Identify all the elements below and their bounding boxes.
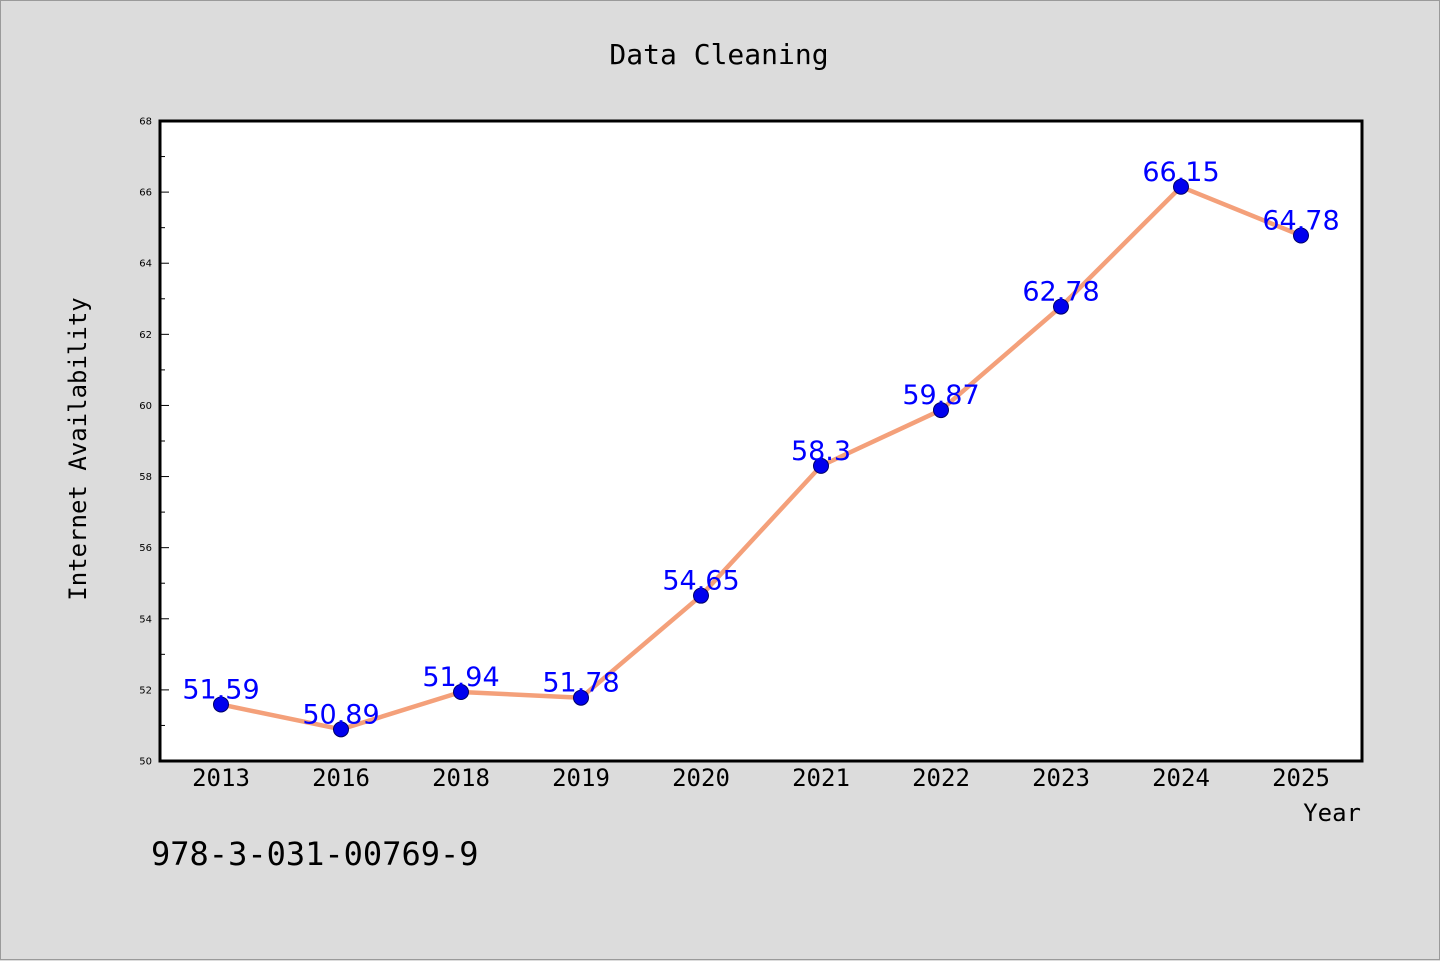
x-axis-label: Year (1303, 799, 1361, 827)
data-label: 58.3 (791, 436, 851, 467)
x-axis: 2013 2016 2018 2019 2020 2021 2022 2023 2024 2025 (192, 764, 1330, 792)
x-tick-label: 2023 (1032, 764, 1090, 792)
y-axis: 50 52 54 56 58 60 62 64 66 68 (139, 117, 169, 768)
series-layer: 51.59 50.89 51.94 51.78 54.65 58.3 59.87 62.78 6… (182, 157, 1340, 738)
y-tick-label: 62 (139, 330, 152, 341)
y-tick-label: 54 (139, 614, 152, 625)
data-point (1173, 178, 1189, 195)
data-point (933, 402, 949, 419)
data-label: 51.94 (422, 662, 499, 693)
series-line (218, 184, 1304, 732)
y-tick-label: 58 (139, 472, 152, 483)
y-tick-label: 68 (139, 117, 152, 128)
data-label: 62.78 (1022, 277, 1099, 308)
data-point (453, 684, 469, 701)
data-point (333, 721, 349, 738)
data-label: 66.15 (1142, 157, 1219, 188)
y-tick-label: 66 (139, 188, 152, 199)
plot-area (158, 119, 1364, 763)
data-label: 54.65 (662, 566, 739, 597)
footer-note: 978-3-031-00769-9 (151, 835, 479, 873)
data-point (573, 689, 589, 706)
x-tick-label: 2021 (792, 764, 850, 792)
chart-title: Data Cleaning (609, 38, 828, 71)
y-tick-label: 60 (139, 401, 152, 412)
y-axis-label: Internet Availability (64, 297, 92, 600)
data-point (813, 457, 829, 474)
data-label: 51.59 (182, 674, 259, 705)
y-tick-label: 56 (139, 543, 152, 554)
y-tick-label: 50 (139, 757, 152, 768)
y-tick-label: 52 (139, 685, 152, 696)
data-point (693, 587, 709, 604)
data-point (1293, 227, 1309, 244)
x-tick-label: 2019 (552, 764, 610, 792)
data-point (213, 696, 229, 713)
data-label: 50.89 (302, 699, 379, 730)
x-tick-label: 2013 (192, 764, 250, 792)
data-label: 59.87 (902, 380, 979, 411)
y-tick-label: 64 (139, 259, 152, 270)
x-tick-label: 2022 (912, 764, 970, 792)
x-tick-label: 2020 (672, 764, 730, 792)
data-label: 51.78 (542, 668, 619, 699)
data-label: 64.78 (1262, 205, 1339, 236)
data-point (1053, 298, 1069, 315)
x-tick-label: 2016 (312, 764, 370, 792)
x-tick-label: 2024 (1152, 764, 1210, 792)
x-tick-label: 2025 (1272, 764, 1330, 792)
x-tick-label: 2018 (432, 764, 490, 792)
